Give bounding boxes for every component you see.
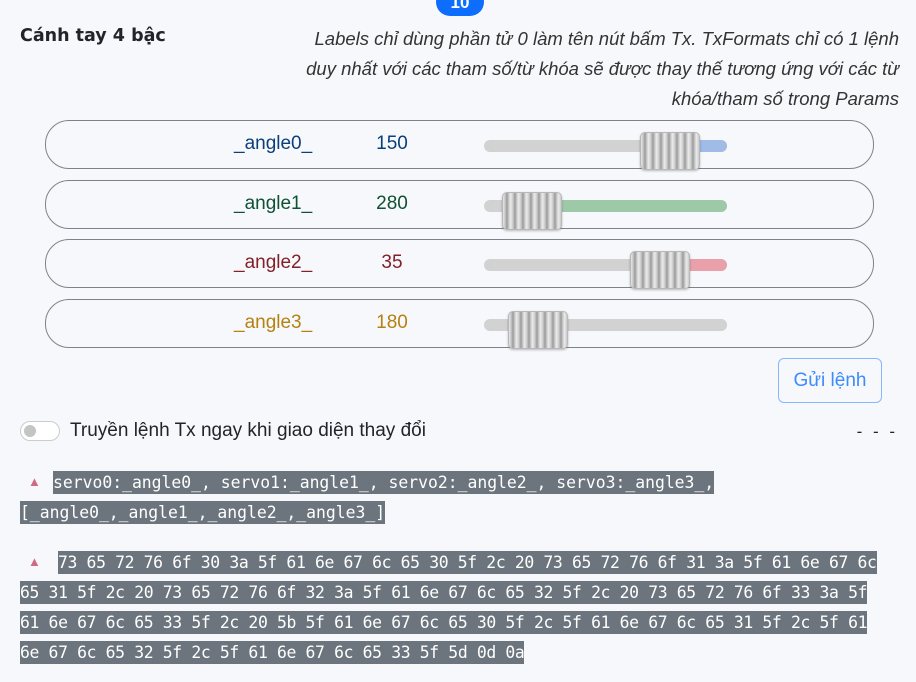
slider-row-angle2: _angle2_ 35 [45, 239, 874, 289]
hex-line: 65 31 5f 2c 20 73 65 72 76 6f 32 3a 5f 6… [20, 581, 868, 604]
hex-preview: 73 65 72 76 6f 30 3a 5f 61 6e 67 6c 65 3… [20, 548, 877, 668]
tx-preview-line: [_angle0_,_angle1_,_angle2_,_angle3_] [20, 501, 386, 524]
slider-label: _angle3_ [234, 312, 313, 333]
slider-track[interactable] [484, 192, 727, 230]
tx-preview-line: servo0:_angle0_, servo1:_angle1_, servo2… [53, 471, 715, 494]
status-indicator: - - - [856, 422, 898, 441]
hex-line: 61 6e 67 6c 65 33 5f 2c 20 5b 5f 61 6e 6… [20, 611, 868, 634]
hex-line: 6e 67 6c 65 32 5f 2c 5f 61 6e 67 6c 65 3… [20, 641, 525, 664]
panel-title: Cánh tay 4 bậc [20, 26, 166, 46]
panel-description: Labels chỉ dùng phần tử 0 làm tên nút bấ… [306, 28, 899, 109]
slider-label: _angle2_ [234, 252, 313, 273]
slider-value: 180 [376, 312, 408, 333]
toggle-knob [24, 425, 36, 437]
slider-label: _angle0_ [234, 133, 313, 154]
slider-row-angle1: _angle1_ 280 [45, 180, 874, 230]
slider-thumb[interactable] [640, 132, 701, 170]
slider-row-angle3: _angle3_ 180 [45, 299, 874, 349]
slider-track[interactable] [484, 251, 727, 289]
caret-up-icon[interactable]: ▲ [28, 474, 41, 489]
slider-value: 150 [376, 133, 408, 154]
slider-value: 35 [381, 252, 403, 273]
slider-label: _angle1_ [234, 193, 313, 214]
slider-fill [537, 319, 727, 331]
tx-format-preview: servo0:_angle0_, servo1:_angle1_, servo2… [20, 468, 715, 528]
slider-thumb[interactable] [508, 311, 569, 349]
slider-fill [531, 200, 727, 212]
slider-value: 280 [376, 193, 408, 214]
auto-send-toggle[interactable] [20, 421, 60, 441]
auto-send-label: Truyền lệnh Tx ngay khi giao diện thay đ… [70, 420, 426, 441]
slider-thumb[interactable] [502, 192, 563, 230]
slider-track[interactable] [484, 311, 727, 349]
slider-row-angle0: _angle0_ 150 [45, 120, 874, 170]
slider-track[interactable] [484, 132, 727, 170]
hex-line: 73 65 72 76 6f 30 3a 5f 61 6e 67 6c 65 3… [58, 551, 877, 574]
send-command-button[interactable]: Gửi lệnh [778, 358, 882, 403]
slider-thumb[interactable] [629, 251, 690, 289]
caret-up-icon[interactable]: ▲ [28, 554, 41, 569]
index-badge: 10 [436, 0, 484, 16]
